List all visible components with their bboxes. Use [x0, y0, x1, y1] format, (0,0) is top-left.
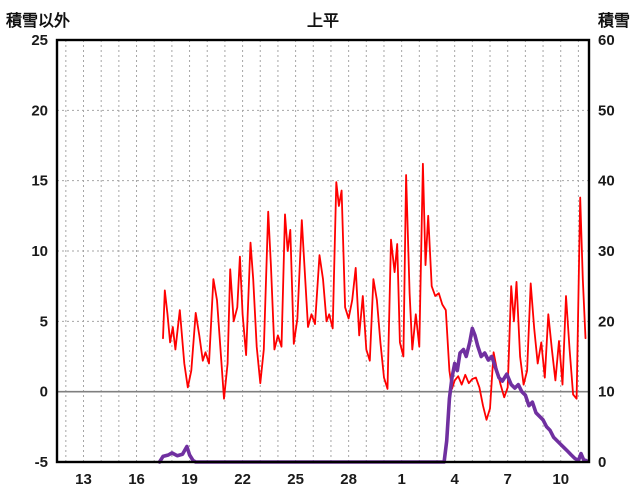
left-axis-title: 積雪以外 — [6, 13, 71, 30]
x-axis-tick-label: 10 — [552, 471, 569, 488]
x-axis-tick-label: 22 — [234, 471, 251, 488]
right-axis-tick-label: 20 — [598, 313, 615, 330]
non-snow-line — [162, 162, 587, 421]
right-axis-tick-label: 60 — [598, 32, 615, 49]
left-axis-tick-label: -5 — [35, 454, 48, 471]
left-axis-tick-label: 20 — [31, 102, 48, 119]
right-axis-tick-label: 10 — [598, 384, 615, 401]
plot-frame — [55, 38, 591, 464]
x-axis-tick-label: 28 — [340, 471, 357, 488]
left-axis-tick-label: 15 — [31, 173, 48, 190]
right-axis-tick-label: 30 — [598, 243, 615, 260]
left-axis-tick-label: 0 — [40, 384, 48, 401]
x-axis-tick-label: 16 — [128, 471, 145, 488]
x-axis-tick-label: 1 — [397, 471, 405, 488]
right-axis-title: 積雪 — [597, 13, 630, 30]
left-axis-tick-label: 25 — [31, 32, 48, 49]
chart-title: 上平 — [306, 13, 339, 30]
x-axis-tick-label: 19 — [181, 471, 198, 488]
left-axis-tick-label: 5 — [40, 313, 48, 330]
right-axis-tick-label: 40 — [598, 173, 615, 190]
x-axis-tick-label: 7 — [504, 471, 512, 488]
x-axis-tick-label: 13 — [75, 471, 92, 488]
x-axis-tick-label: 25 — [287, 471, 304, 488]
left-axis-tick-label: 10 — [31, 243, 48, 260]
right-axis-tick-label: 50 — [598, 102, 615, 119]
right-axis-tick-label: 0 — [598, 454, 606, 471]
x-axis-tick-label: 4 — [451, 471, 460, 488]
